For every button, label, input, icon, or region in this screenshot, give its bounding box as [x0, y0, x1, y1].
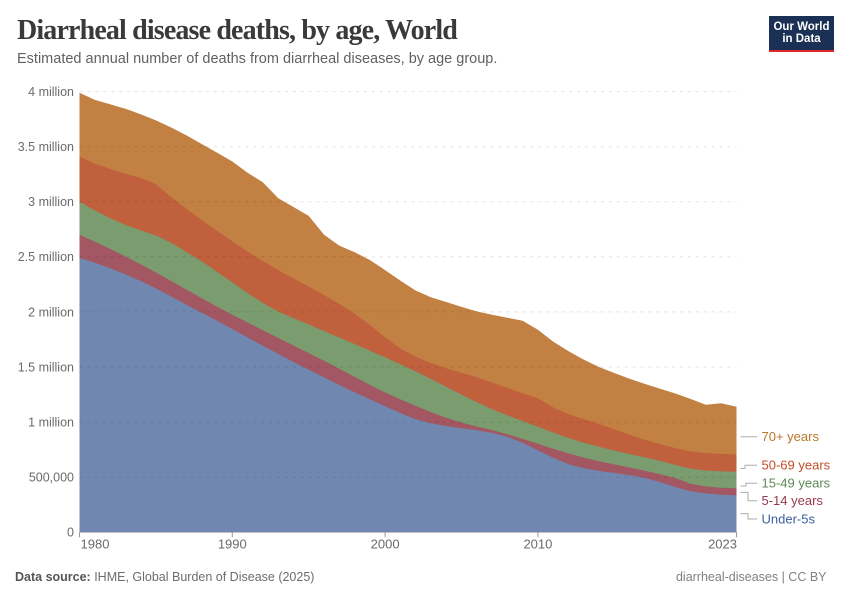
svg-text:500,000: 500,000 — [29, 471, 74, 485]
svg-text:15-49 years: 15-49 years — [762, 476, 831, 491]
svg-text:4 million: 4 million — [28, 85, 74, 99]
svg-text:2000: 2000 — [371, 536, 400, 551]
svg-text:2 million: 2 million — [28, 305, 74, 319]
svg-text:1990: 1990 — [218, 536, 247, 551]
svg-text:2010: 2010 — [523, 536, 552, 551]
svg-text:Under-5s: Under-5s — [762, 511, 816, 526]
svg-text:3 million: 3 million — [28, 195, 74, 209]
svg-text:3.5 million: 3.5 million — [18, 140, 74, 154]
svg-text:1.5 million: 1.5 million — [18, 360, 74, 374]
svg-text:1980: 1980 — [81, 536, 110, 551]
svg-text:5-14 years: 5-14 years — [762, 493, 824, 508]
svg-text:50-69 years: 50-69 years — [762, 458, 831, 473]
svg-text:2.5 million: 2.5 million — [18, 250, 74, 264]
svg-text:0: 0 — [67, 526, 74, 540]
svg-text:2023: 2023 — [708, 536, 737, 551]
svg-text:70+ years: 70+ years — [762, 429, 820, 444]
svg-text:1 million: 1 million — [28, 416, 74, 430]
